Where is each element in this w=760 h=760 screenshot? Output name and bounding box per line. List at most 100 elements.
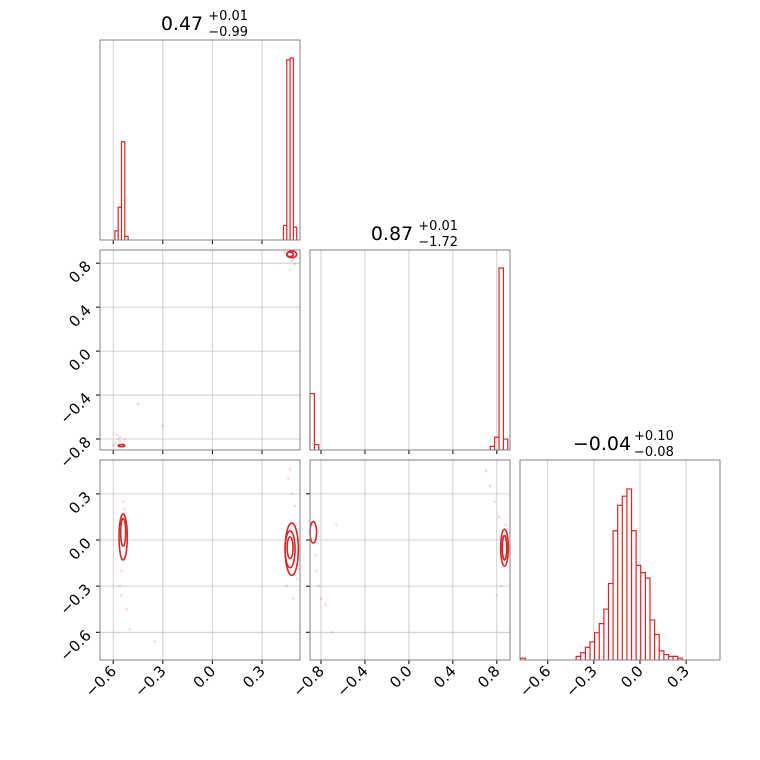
hist-panel-2: −0.04 +0.10−0.08 <box>519 429 721 664</box>
scatter-point-2-10 <box>488 484 492 488</box>
contour-1-0 <box>119 517 127 547</box>
scatter-point-2-12 <box>497 515 501 519</box>
pair-frame-1 <box>99 459 301 661</box>
hist-frame-1 <box>309 249 511 451</box>
title-median-1: 0.87 <box>371 223 413 245</box>
scatter-point-0-8 <box>283 250 287 254</box>
hist-panel-1: 0.87 +0.01−1.72 <box>309 219 511 454</box>
x-tick-label-1-1: −0.4 <box>333 662 371 700</box>
contour-1-4 <box>284 522 300 577</box>
y-tick-label-2-2: 0.0 <box>65 534 95 564</box>
title-median-0: 0.47 <box>161 13 203 35</box>
x-tick-label-0-1: −0.3 <box>131 662 169 700</box>
scatter-point-1-5 <box>128 627 132 631</box>
scatter-point-2-4 <box>317 584 321 588</box>
scatter-point-0-11 <box>293 262 297 266</box>
title-plus-0: +0.01 <box>208 9 248 24</box>
title-plus-2: +0.10 <box>634 429 674 444</box>
x-tick-label-0-0: −0.6 <box>82 662 120 700</box>
scatter-point-2-0 <box>311 523 315 526</box>
scatter-point-0-1 <box>116 437 120 441</box>
pair-panel-0-2 <box>96 459 301 664</box>
hist-bars-0 <box>114 57 298 240</box>
scatter-point-0-12 <box>288 268 292 272</box>
x-tick-label-2-2: 0.0 <box>617 662 647 692</box>
scatter-point-1-11 <box>293 504 297 508</box>
scatter-point-0-7 <box>161 424 165 428</box>
scatter-point-1-14 <box>295 577 298 580</box>
contour-1-1 <box>118 513 129 561</box>
x-tick-label-2-3: 0.3 <box>663 662 693 692</box>
x-tick-label-0-3: 0.3 <box>239 662 269 692</box>
scatter-point-0-5 <box>118 435 122 439</box>
scatter-point-1-15 <box>288 569 292 573</box>
scatter-point-0-0 <box>115 433 118 436</box>
scatter-point-1-8 <box>287 477 290 480</box>
y-tick-label-1-0: −0.8 <box>56 433 94 471</box>
x-tick-label-1-0: −0.8 <box>289 662 327 700</box>
y-tick-label-2-3: 0.3 <box>65 488 95 518</box>
x-tick-label-2-1: −0.3 <box>562 662 600 700</box>
scatter-point-2-3 <box>315 569 318 573</box>
scatter-point-2-2 <box>314 554 317 557</box>
x-tick-label-2-0: −0.6 <box>516 662 554 700</box>
contour-0-0 <box>117 443 126 448</box>
y-tick-label-1-1: −0.4 <box>56 389 94 427</box>
title-minus-2: −0.08 <box>634 445 674 460</box>
hist-frame-0 <box>99 39 301 241</box>
y-tick-label-1-4: 0.8 <box>65 257 95 287</box>
scatter-point-1-0 <box>121 500 125 503</box>
title-minus-0: −0.99 <box>208 25 248 40</box>
panels: 0.47 +0.01−0.990.87 +0.01−1.72−0.04 +0.10−0… <box>56 9 721 701</box>
scatter-point-2-8 <box>335 523 338 526</box>
y-tick-label-2-1: −0.3 <box>56 580 94 618</box>
hist-bars-1 <box>309 267 509 450</box>
scatter-point-1-6 <box>120 594 123 597</box>
scatter-point-0-6 <box>136 402 140 406</box>
scatter-point-2-15 <box>499 584 503 588</box>
contour-2-2 <box>499 528 510 567</box>
contour-2-1 <box>501 534 508 561</box>
scatter-point-1-7 <box>153 640 156 643</box>
contour-0-2 <box>285 250 298 259</box>
scatter-point-0-15 <box>293 253 297 256</box>
hist-bars-2 <box>520 488 683 660</box>
pair-frame-2 <box>309 459 511 661</box>
scatter-point-1-1 <box>123 507 127 511</box>
pair-panel-0-1 <box>96 249 301 454</box>
y-tick-label-1-3: 0.4 <box>65 301 95 331</box>
y-tick-label-2-0: −0.6 <box>56 626 94 664</box>
x-tick-label-1-2: 0.0 <box>386 662 416 692</box>
scatter-point-2-17 <box>504 523 507 526</box>
scatter-point-2-6 <box>324 603 327 606</box>
x-tick-label-0-2: 0.0 <box>190 662 220 692</box>
scatter-point-1-10 <box>290 492 294 496</box>
scatter-point-2-7 <box>330 631 334 634</box>
hist-panel-0: 0.47 +0.01−0.99 <box>99 9 301 244</box>
scatter-point-1-2 <box>120 569 123 573</box>
x-tick-label-1-4: 0.8 <box>474 662 504 692</box>
scatter-point-2-16 <box>495 594 499 597</box>
hist-frame-2 <box>519 459 721 661</box>
scatter-point-0-3 <box>113 442 117 445</box>
scatter-point-1-13 <box>292 597 295 600</box>
scatter-point-0-13 <box>290 259 294 263</box>
title-median-2: −0.04 <box>573 433 631 455</box>
scatter-point-2-11 <box>493 500 496 503</box>
y-tick-label-1-2: 0.0 <box>65 345 95 375</box>
pair-panel-1-2 <box>306 459 511 664</box>
scatter-point-2-5 <box>319 597 323 600</box>
scatter-point-2-9 <box>484 469 488 473</box>
scatter-point-0-16 <box>111 444 115 447</box>
scatter-point-1-12 <box>285 584 289 588</box>
title-plus-1: +0.01 <box>418 219 458 234</box>
scatter-point-1-9 <box>288 467 292 471</box>
pair-frame-0 <box>99 249 301 451</box>
x-tick-label-1-3: 0.4 <box>430 662 460 692</box>
scatter-point-1-4 <box>125 607 128 611</box>
title-minus-1: −1.72 <box>418 235 458 250</box>
scatter-point-0-2 <box>118 439 122 443</box>
scatter-point-0-17 <box>123 437 127 441</box>
contour-1-2 <box>286 536 294 560</box>
